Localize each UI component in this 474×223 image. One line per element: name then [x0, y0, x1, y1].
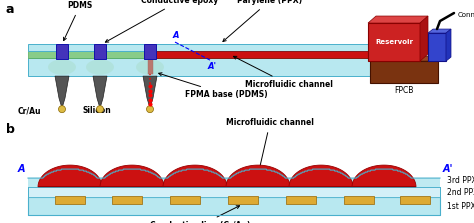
Bar [112, 196, 142, 204]
Text: A: A [18, 164, 26, 174]
Bar [55, 196, 85, 204]
Polygon shape [420, 16, 428, 61]
Polygon shape [100, 165, 164, 187]
Text: 2nd PPX: 2nd PPX [447, 188, 474, 196]
Ellipse shape [86, 60, 114, 75]
Bar [428, 33, 446, 61]
Text: Silicon: Silicon [83, 106, 112, 115]
Text: FPMA base (PDMS): FPMA base (PDMS) [159, 73, 268, 99]
Polygon shape [93, 76, 107, 108]
Bar [28, 187, 440, 197]
Text: Conductive epoxy: Conductive epoxy [105, 0, 219, 42]
Bar [368, 23, 420, 61]
Text: Microfluidic channel: Microfluidic channel [226, 118, 314, 171]
Bar [150, 51, 375, 58]
Bar [344, 196, 374, 204]
Polygon shape [289, 165, 353, 187]
Ellipse shape [136, 60, 164, 75]
Text: Connector: Connector [458, 12, 474, 18]
Text: b: b [6, 123, 15, 136]
Text: Cr/Au: Cr/Au [18, 106, 42, 115]
Bar [400, 196, 430, 204]
Polygon shape [428, 29, 451, 33]
Ellipse shape [48, 60, 76, 75]
Circle shape [97, 106, 103, 113]
Text: a: a [6, 3, 15, 16]
Bar [148, 49, 153, 74]
Bar [28, 51, 375, 58]
Bar [28, 58, 375, 76]
Text: Parylene (PPX): Parylene (PPX) [223, 0, 302, 41]
Bar [28, 44, 375, 51]
Text: Microfluidic channel: Microfluidic channel [233, 56, 333, 89]
Polygon shape [446, 29, 451, 61]
Polygon shape [38, 165, 102, 187]
Bar [286, 196, 316, 204]
Text: Reservoir: Reservoir [375, 39, 413, 45]
Polygon shape [226, 165, 290, 187]
Circle shape [58, 106, 65, 113]
Polygon shape [28, 169, 440, 187]
Text: A': A' [443, 164, 454, 174]
Polygon shape [368, 16, 428, 23]
Polygon shape [143, 76, 157, 108]
Bar [228, 196, 258, 204]
Text: 1st PPX: 1st PPX [447, 202, 474, 211]
Polygon shape [352, 165, 416, 187]
Polygon shape [163, 165, 227, 187]
Bar [370, 61, 438, 83]
Text: Conductive line (Cr/Au): Conductive line (Cr/Au) [150, 206, 250, 223]
Bar [94, 44, 106, 59]
Polygon shape [370, 56, 444, 61]
Text: A: A [173, 31, 180, 40]
Polygon shape [55, 76, 69, 108]
Bar [144, 44, 156, 59]
Text: PDMS: PDMS [64, 1, 92, 41]
Text: A': A' [208, 62, 217, 71]
Bar [170, 196, 200, 204]
Circle shape [146, 106, 154, 113]
Text: 3rd PPX: 3rd PPX [447, 176, 474, 185]
Bar [56, 44, 68, 59]
Text: FPCB: FPCB [394, 86, 414, 95]
Bar [28, 197, 440, 215]
